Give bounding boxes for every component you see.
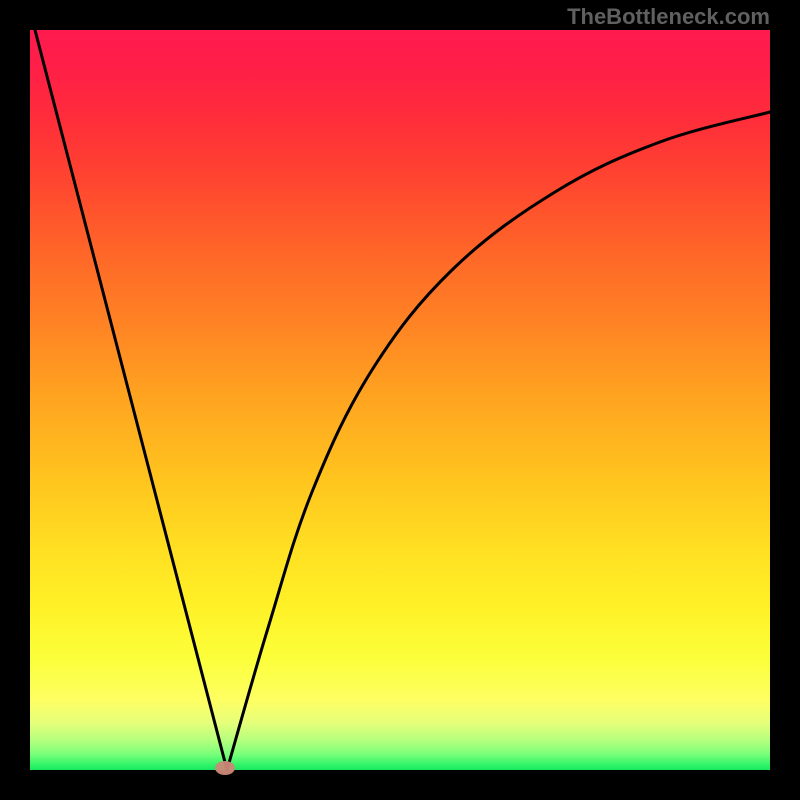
watermark-text: TheBottleneck.com <box>567 4 770 30</box>
bottleneck-curve <box>35 30 770 770</box>
chart-container: TheBottleneck.com <box>0 0 800 800</box>
optimal-marker <box>215 761 235 775</box>
curve-layer <box>0 0 800 800</box>
